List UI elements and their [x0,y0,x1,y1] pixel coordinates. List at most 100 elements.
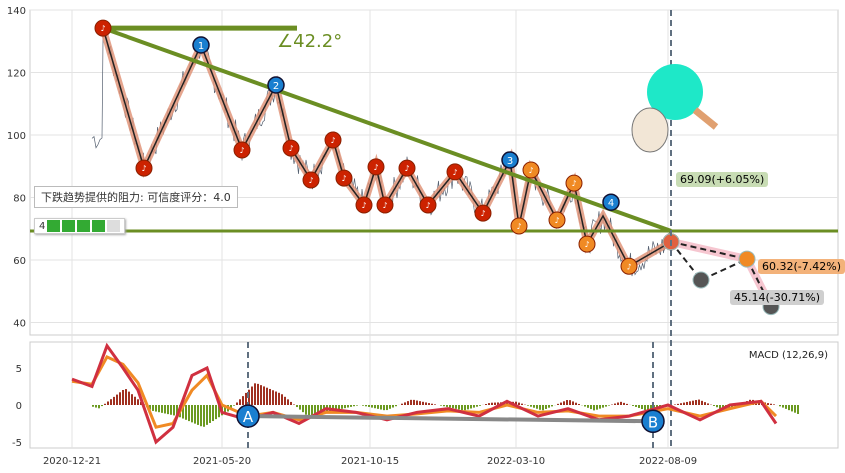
macd-histogram-bar [284,396,286,405]
score-star-icon [77,220,91,232]
pivot-marker [376,196,394,214]
macd-histogram-bar [389,405,391,409]
macd-histogram-bar [650,405,652,410]
pivot-marker [233,141,251,159]
macd-histogram-bar [527,405,529,406]
divergence-line [247,414,654,424]
pivot-marker [335,169,353,187]
macd-histogram-bar [572,401,574,405]
macd-histogram-bar [431,403,433,405]
macd-histogram-bar [458,405,460,410]
forecast-label-mid: 60.32(-7.42%) [758,259,845,274]
macd-histogram-bar [95,405,97,408]
macd-histogram-bar [692,400,694,405]
macd-histogram-bar [599,405,601,409]
macd-histogram-bar [461,405,463,411]
macd-histogram-bar [194,405,196,424]
macd-histogram-bar [200,405,202,427]
macd-histogram-bar [305,405,307,415]
macd-histogram-bar [596,405,598,410]
macd-histogram-bar [134,396,136,405]
macd-histogram-bar [287,399,289,405]
macd-histogram-bar [401,403,403,405]
numbered-marker-label: 1 [198,41,204,52]
pivot-marker-glyph: ♪ [554,216,559,225]
macd-histogram-bar [173,405,175,416]
macd-histogram-bar [266,387,268,405]
macd-histogram-bar [215,405,217,420]
macd-histogram-bar [317,405,319,414]
pivot-marker-glyph: ♪ [584,240,589,249]
divergence-marker-label: B [648,413,658,431]
macd-histogram-bar [407,401,409,405]
macd-histogram-bar [674,404,676,405]
macd-histogram-bar [533,405,535,408]
y-tick-label: 120 [7,69,26,80]
resistance-trend-line [102,26,672,233]
score-star-icon [92,220,106,232]
macd-histogram-bar [125,389,127,405]
macd-histogram-bar [92,405,94,407]
macd-histogram-bar [770,403,772,405]
macd-histogram-bar [206,405,208,425]
macd-histogram-bar [299,405,301,410]
macd-histogram-bar [128,391,130,405]
pivot-marker [324,131,342,149]
macd-histogram-bar [116,394,118,405]
macd-histogram-bar [203,405,205,427]
macd-histogram-bar [392,405,394,408]
macd-y-tick-label: -5 [12,438,22,449]
macd-histogram-bar [434,404,436,405]
numbered-marker-label: 4 [608,198,614,209]
macd-histogram-bar [191,405,193,423]
macd-histogram-bar [638,405,640,408]
numbered-marker [501,151,519,169]
pivot-marker [620,257,638,275]
macd-histogram-bar [686,401,688,405]
macd-histogram-bar [185,405,187,420]
forecast-point [692,271,710,289]
macd-histogram-bar [275,391,277,405]
macd-histogram-bar [536,405,538,409]
macd-histogram-bar [356,405,358,406]
macd-histogram-bar [590,405,592,410]
macd-histogram-bar [413,399,415,405]
macd-histogram-bar [254,383,256,405]
pivot-marker-glyph: ♪ [373,163,378,172]
macd-histogram-bar [209,405,211,423]
macd-histogram-bar [545,405,547,409]
macd-histogram-bar [446,405,448,407]
macd-histogram-bar [797,405,799,414]
macd-histogram-bar [563,401,565,405]
macd-histogram-bar [383,405,385,411]
macd-histogram-bar [158,405,160,413]
macd-histogram-bar [416,400,418,405]
numbered-marker [602,193,620,211]
macd-histogram-bar [278,392,280,405]
macd-histogram-bar [269,388,271,405]
pivot-marker-glyph: ♪ [308,176,313,185]
macd-histogram-bar [344,405,346,409]
macd-histogram-bar [98,405,100,409]
macd-histogram-bar [371,405,373,408]
macd-histogram-bar [518,402,520,405]
macd-histogram-bar [260,385,262,405]
macd-histogram-bar [713,405,715,406]
pivot-marker-glyph: ♪ [528,166,533,175]
macd-histogram-bar [623,402,625,405]
macd-histogram-bar [575,402,577,405]
macd-histogram-bar [386,405,388,411]
divergence-marker [236,404,260,428]
macd-histogram-bar [587,405,589,408]
pivot-marker [446,163,464,181]
macd-histogram-bar [479,405,481,406]
macd-histogram-bar [245,392,247,405]
macd-histogram-bar [551,405,553,407]
pivot-marker [355,196,373,214]
x-tick-label: 2021-05-20 [193,456,251,467]
macd-histogram-bar [167,405,169,415]
pivot-marker [474,204,492,222]
macd-histogram-bar [794,405,796,413]
macd-histogram-bar [548,405,550,408]
macd-histogram-bar [530,405,532,407]
